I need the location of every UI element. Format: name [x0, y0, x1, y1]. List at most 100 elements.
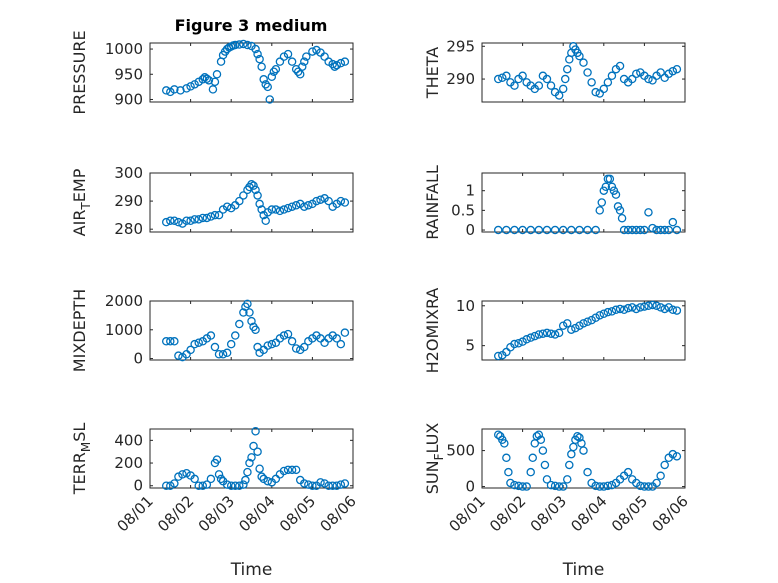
data-point — [668, 449, 678, 459]
data-point — [656, 471, 665, 481]
data-point — [668, 305, 678, 315]
data-point — [297, 62, 307, 71]
data-point — [222, 480, 232, 489]
data-point — [259, 474, 268, 484]
data-point — [283, 203, 293, 213]
data-point — [644, 301, 653, 311]
data-point — [591, 481, 600, 491]
subplot-pressure: 900 950 1000 PRESSURE — [70, 30, 354, 115]
data-point — [510, 81, 519, 90]
data-point — [202, 213, 212, 223]
y-tick-label: 1000 — [105, 40, 143, 58]
data-point — [340, 198, 350, 207]
data-point — [166, 337, 175, 346]
data-point — [170, 85, 179, 94]
data-point — [583, 68, 592, 77]
data-point — [542, 74, 552, 84]
data-point — [550, 330, 560, 339]
data-point — [283, 329, 293, 339]
data-point — [340, 57, 350, 66]
data-point — [595, 482, 604, 491]
data-point — [575, 225, 584, 235]
axes-box — [481, 172, 686, 233]
y-axis-label: SUNFLUX — [423, 423, 446, 495]
data-point — [275, 57, 285, 66]
data-point — [538, 446, 548, 455]
data-point — [640, 225, 649, 235]
data-point — [644, 208, 653, 217]
data-point — [332, 60, 342, 70]
data-point — [186, 82, 195, 91]
data-point — [493, 430, 503, 440]
y-axis-label: AIRTEMP — [70, 168, 93, 236]
data-point — [190, 215, 199, 224]
y-axis-label-part: MIXDEPTH — [70, 289, 89, 372]
data-point — [283, 49, 293, 59]
data-point — [186, 216, 195, 226]
data-point — [330, 62, 339, 71]
data-point — [261, 80, 270, 89]
data-point — [222, 348, 232, 358]
data-point — [302, 52, 311, 61]
data-point — [182, 216, 191, 226]
data-point — [579, 58, 588, 67]
data-point — [534, 330, 544, 339]
data-point — [295, 70, 305, 79]
y-tick-label: 200 — [114, 454, 143, 472]
data-point — [287, 465, 297, 475]
data-point — [502, 225, 511, 235]
data-point — [253, 49, 262, 59]
data-point — [231, 331, 240, 340]
data-point — [591, 225, 600, 235]
y-tick-label: 1 — [465, 182, 475, 200]
data-point — [316, 478, 325, 487]
data-point — [170, 216, 179, 226]
data-point — [206, 212, 216, 221]
data-point — [493, 225, 503, 235]
data-point — [291, 344, 301, 353]
data-point — [202, 480, 212, 489]
y-axis-label-part: THETA — [423, 47, 442, 99]
data-point — [210, 342, 220, 352]
data-point — [287, 57, 297, 66]
y-tick-label: 0 — [133, 350, 143, 368]
y-axis-label-part: TERR — [70, 452, 89, 495]
data-point — [640, 302, 649, 311]
data-point — [255, 464, 264, 473]
data-point — [632, 304, 641, 314]
data-point — [640, 482, 649, 491]
data-point — [656, 68, 665, 77]
data-point — [648, 223, 657, 233]
data-point — [554, 482, 564, 491]
data-point — [340, 328, 350, 337]
data-point — [510, 225, 519, 235]
data-point — [194, 215, 203, 224]
data-point — [166, 216, 175, 226]
data-point — [522, 482, 531, 491]
data-point — [174, 351, 183, 360]
data-point — [336, 339, 346, 349]
data-point — [247, 453, 256, 462]
data-point — [660, 304, 669, 314]
y-axis-label-part: RAINFALL — [423, 165, 442, 240]
data-point — [636, 303, 645, 312]
data-point — [601, 182, 611, 192]
data-point — [623, 303, 633, 313]
data-point — [632, 69, 641, 79]
data-point — [210, 77, 220, 87]
data-point — [648, 300, 657, 310]
data-point — [231, 481, 240, 490]
y-axis-label-part: SL — [70, 423, 89, 442]
data-point — [534, 225, 544, 235]
y-tick-label: 0 — [465, 478, 475, 496]
data-point — [546, 81, 556, 90]
data-point — [558, 482, 568, 491]
x-tick-label: 08/01 — [446, 492, 489, 535]
data-point — [320, 52, 329, 61]
data-point — [210, 210, 220, 220]
data-point — [534, 430, 544, 440]
data-point — [615, 61, 625, 71]
x-axis-label: Time — [230, 560, 273, 580]
data-point — [597, 198, 607, 207]
